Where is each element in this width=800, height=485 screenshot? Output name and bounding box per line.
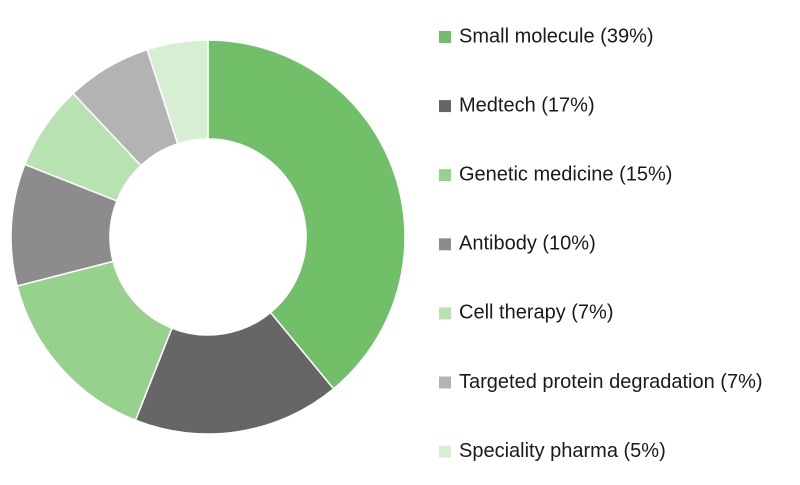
legend-label: Speciality pharma (5%) — [459, 440, 666, 462]
legend-label: Medtech (17%) — [459, 94, 595, 116]
legend-swatch — [439, 238, 451, 251]
legend-swatch — [439, 31, 451, 43]
legend-swatch — [439, 376, 451, 389]
legend-label: Antibody (10%) — [459, 233, 596, 255]
legend-swatch — [439, 169, 451, 182]
legend-swatch — [439, 445, 451, 458]
legend-label: Cell therapy (7%) — [459, 302, 614, 324]
legend-label: Targeted protein degradation (7%) — [459, 371, 763, 393]
donut-slice — [207, 39, 406, 390]
legend-swatch — [439, 100, 451, 113]
legend-label: Genetic medicine (15%) — [459, 163, 672, 185]
donut-slice — [146, 39, 209, 145]
legend-swatch — [439, 307, 451, 320]
legend-label: Small molecule (39%) — [459, 25, 654, 47]
donut-slice — [134, 311, 335, 435]
